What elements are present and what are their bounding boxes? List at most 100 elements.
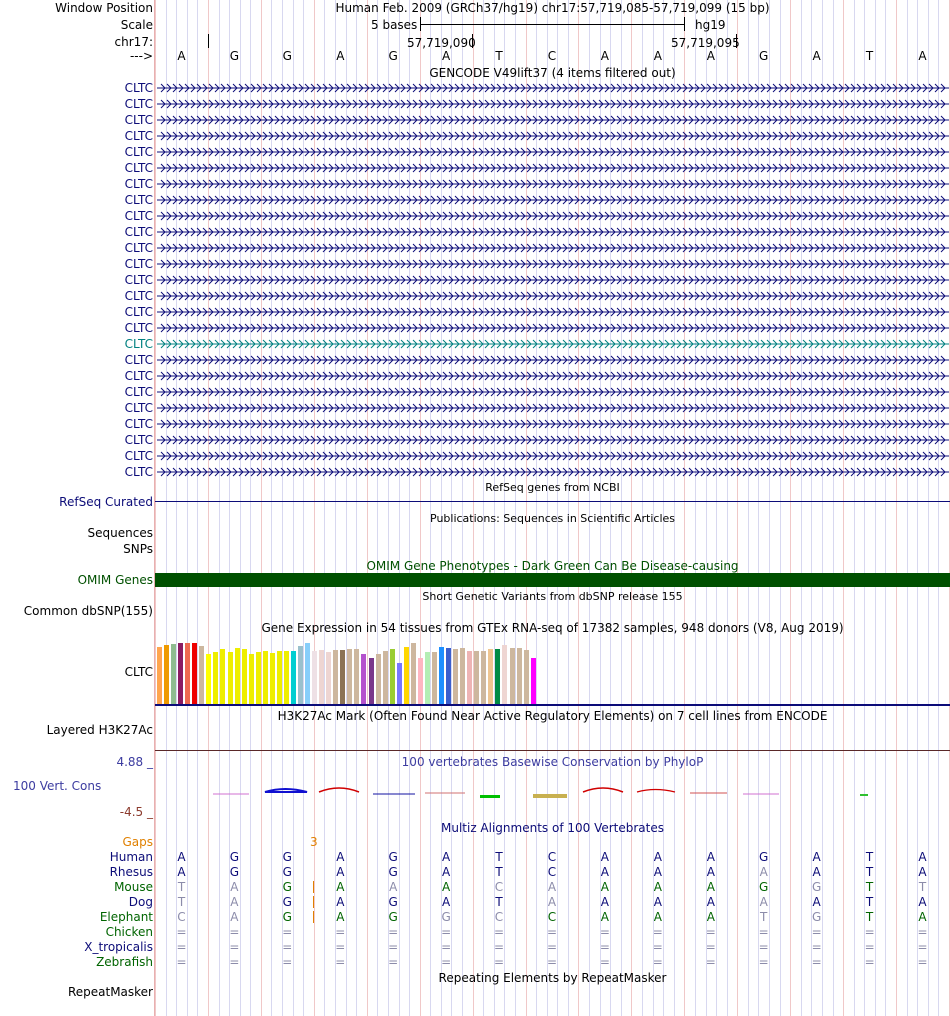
gencode-title[interactable]: GENCODE V49lift37 (4 items filtered out) [429,66,676,80]
gtex-tissue-bar[interactable] [417,657,423,704]
gencode-transcript[interactable] [157,305,949,319]
gencode-transcript[interactable] [157,81,949,95]
gtex-tissue-bar[interactable] [453,649,459,704]
gtex-tissue-bar[interactable] [354,649,360,704]
gtex-tissue-bar[interactable] [312,650,318,704]
gtex-tissue-bar[interactable] [368,657,374,704]
gtex-tissue-bar[interactable] [319,650,325,704]
species-label[interactable]: Mouse [114,880,153,894]
species-label[interactable]: Chicken [105,925,153,939]
gtex-tissue-bar[interactable] [347,649,353,704]
gencode-gene-label[interactable]: CLTC [124,129,153,143]
gtex-tissue-bar[interactable] [178,643,184,704]
omim-title[interactable]: OMIM Gene Phenotypes - Dark Green Can Be… [366,559,739,573]
species-label[interactable]: Elephant [99,910,153,924]
gtex-tissue-bar[interactable] [255,651,261,704]
gencode-gene-label[interactable]: CLTC [124,177,153,191]
gencode-gene-label[interactable]: CLTC [124,257,153,271]
gencode-gene-label[interactable]: CLTC [124,433,153,447]
h3k27ac-label[interactable]: Layered H3K27Ac [46,723,153,737]
gencode-gene-label[interactable]: CLTC [124,385,153,399]
gtex-tissue-bar[interactable] [410,643,416,704]
omim-bar[interactable] [155,573,950,587]
chrom-label[interactable]: chr17: [114,35,153,49]
gtex-tissue-bar[interactable] [509,648,515,704]
gencode-transcript[interactable] [157,177,949,191]
gtex-tissue-bar[interactable] [164,645,169,704]
gtex-tissue-bar[interactable] [290,650,296,704]
gencode-transcript[interactable] [157,161,949,175]
gencode-gene-label[interactable]: CLTC [124,289,153,303]
gencode-transcript[interactable] [157,353,949,367]
gtex-tissue-bar[interactable] [157,646,162,704]
gencode-gene-label[interactable]: CLTC [124,401,153,415]
gencode-gene-label[interactable]: CLTC [124,465,153,479]
gtex-tissue-bar[interactable] [361,654,367,704]
omim-label[interactable]: OMIM Genes [77,573,153,587]
gencode-transcript[interactable] [157,257,949,271]
gtex-tissue-bar[interactable] [340,650,346,704]
repeatmasker-label[interactable]: RepeatMasker [67,985,153,999]
phylop-label[interactable]: 100 Vert. Cons [13,779,102,793]
gencode-transcript[interactable] [157,337,949,351]
gencode-gene-label[interactable]: CLTC [124,97,153,111]
refseq-line[interactable] [155,501,950,502]
gtex-tissue-bar[interactable] [283,650,289,704]
gtex-tissue-bar[interactable] [396,663,402,704]
gtex-tissue-bar[interactable] [213,652,219,704]
gencode-transcript[interactable] [157,369,949,383]
repeatmasker-title[interactable]: Repeating Elements by RepeatMasker [438,971,667,985]
gencode-transcript[interactable] [157,273,949,287]
gtex-tissue-bar[interactable] [185,643,191,704]
gencode-gene-label[interactable]: CLTC [124,193,153,207]
publications-title[interactable]: Publications: Sequences in Scientific Ar… [430,512,675,525]
gencode-transcript[interactable] [157,225,949,239]
gtex-tissue-bar[interactable] [241,649,247,704]
gtex-tissue-bar[interactable] [227,651,233,704]
gtex-tissue-bar[interactable] [467,650,473,704]
gencode-gene-label[interactable]: CLTC [124,337,153,351]
species-label[interactable]: Zebrafish [96,955,153,969]
multiz-title[interactable]: Multiz Alignments of 100 Vertebrates [440,821,665,835]
gtex-tissue-bar[interactable] [171,643,177,704]
sequences-label[interactable]: Sequences [87,526,153,540]
gencode-transcript[interactable] [157,289,949,303]
gencode-transcript[interactable] [157,113,949,127]
snps-label[interactable]: SNPs [123,542,153,556]
gencode-transcript[interactable] [157,433,949,447]
gencode-transcript[interactable] [157,417,949,431]
gtex-tissue-bar[interactable] [192,643,198,704]
phylop-title[interactable]: 100 vertebrates Basewise Conservation by… [401,755,704,769]
phylop-graph[interactable] [155,770,950,810]
gtex-tissue-bar[interactable] [298,645,303,704]
gencode-gene-label[interactable]: CLTC [124,305,153,319]
gencode-transcript[interactable] [157,97,949,111]
gencode-gene-label[interactable]: CLTC [124,113,153,127]
gencode-transcript[interactable] [157,193,949,207]
gencode-gene-label[interactable]: CLTC [124,449,153,463]
gencode-transcript[interactable] [157,321,949,335]
scale-label[interactable]: Scale [120,18,153,32]
gtex-label[interactable]: CLTC [124,665,153,679]
gencode-gene-label[interactable]: CLTC [124,225,153,239]
species-label[interactable]: Dog [128,895,153,909]
gencode-transcript[interactable] [157,465,949,479]
species-label[interactable]: Rhesus [109,865,153,879]
gtex-title[interactable]: Gene Expression in 54 tissues from GTEx … [261,621,844,635]
gtex-tissue-bar[interactable] [248,654,254,704]
gtex-tissue-bar[interactable] [495,649,501,704]
species-label[interactable]: X_tropicalis [84,940,153,954]
gencode-gene-label[interactable]: CLTC [124,81,153,95]
gaps-label[interactable]: Gaps [122,835,153,849]
gtex-tissue-bar[interactable] [474,650,480,704]
refseq-label[interactable]: RefSeq Curated [59,495,153,509]
gtex-tissue-bar[interactable] [375,654,381,704]
gtex-tissue-bar[interactable] [446,648,452,704]
species-label[interactable]: Human [109,850,153,864]
dbsnp-label[interactable]: Common dbSNP(155) [23,604,153,618]
gencode-transcript[interactable] [157,401,949,415]
gencode-transcript[interactable] [157,145,949,159]
gtex-tissue-bar[interactable] [439,646,444,704]
gencode-transcript[interactable] [157,241,949,255]
gencode-transcript[interactable] [157,449,949,463]
